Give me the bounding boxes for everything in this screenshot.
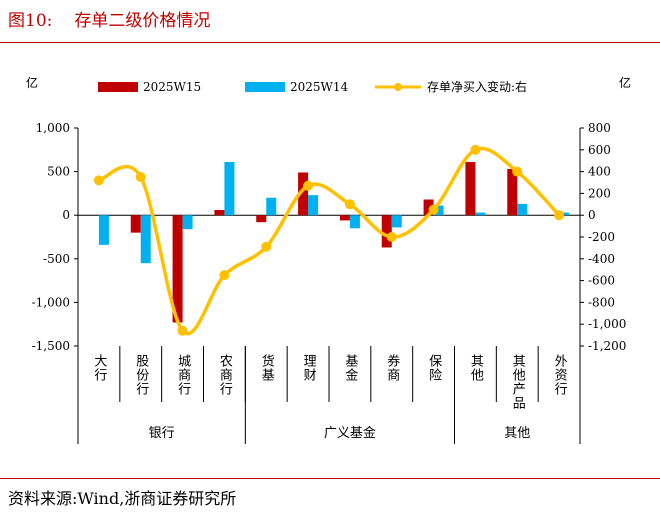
line-point-4 <box>261 241 272 252</box>
bar-2025w15-7 <box>381 215 392 248</box>
left-y-tick-label: -1,500 <box>32 339 70 353</box>
right-y-tick-label: 400 <box>588 165 611 179</box>
bar-2025w15-10 <box>507 168 518 216</box>
line-point-1 <box>135 172 146 183</box>
bar-2025w14-2 <box>182 215 193 230</box>
bar-2025w15-2 <box>172 215 183 323</box>
line-point-10 <box>512 166 523 177</box>
line-point-9 <box>470 144 481 155</box>
legend-label-line: 存单净买入变动:右 <box>427 79 527 94</box>
figure-title: 图10: 存单二级价格情况 <box>8 6 210 31</box>
left-y-tick-label: -500 <box>43 252 70 266</box>
category-label: 大行 <box>91 354 107 382</box>
line-point-11 <box>554 210 565 221</box>
category-label: 股份行 <box>133 354 149 396</box>
left-y-tick-label: -1,000 <box>32 295 70 309</box>
category-label: 券商 <box>384 353 400 382</box>
legend-swatch-2025w14 <box>245 82 285 92</box>
category-label: 基金 <box>342 354 358 382</box>
category-label: 理财 <box>301 354 317 382</box>
group-label: 银行 <box>149 426 175 441</box>
line-point-0 <box>93 175 104 186</box>
category-label: 其他 <box>468 354 484 382</box>
right-unit-label: 亿 <box>619 75 631 90</box>
line-series-path <box>98 146 561 336</box>
right-y-tick-label: -600 <box>588 274 615 288</box>
bar-2025w14-7 <box>391 215 402 228</box>
right-y-tick-label: -1,200 <box>588 339 626 353</box>
left-y-tick-label: 500 <box>47 165 70 179</box>
bar-2025w14-1 <box>140 215 151 264</box>
bar-2025w14-6 <box>349 215 360 229</box>
line-point-5 <box>303 180 314 191</box>
right-y-tick-label: -400 <box>588 252 615 266</box>
line-point-8 <box>428 204 439 215</box>
right-y-tick-label: -200 <box>588 230 615 244</box>
chart: 亿 亿 2025W15 2025W14 存单净买入变动:右 -1,500 -1,0… <box>26 75 631 444</box>
category-label: 保险 <box>426 354 442 382</box>
legend-marker-line <box>394 83 402 91</box>
bar-2025w15-3 <box>214 209 225 216</box>
group-label: 其他 <box>504 426 530 441</box>
right-y-tick-label: 0 <box>588 208 596 222</box>
bar-2025w14-11 <box>559 212 570 216</box>
line-point-2 <box>177 325 188 336</box>
left-y-tick-label: 1,000 <box>36 121 70 135</box>
category-label: 农商行 <box>217 354 233 396</box>
axes: -1,500 -1,000 -500 0 500 1,000 -1,200 -1,000 -80… <box>32 121 627 353</box>
category-label: 货基 <box>259 353 275 382</box>
category-label: 外资行 <box>552 354 568 396</box>
figure-label: 图10: <box>8 11 53 31</box>
bar-2025w15-5 <box>298 172 309 216</box>
source-divider <box>0 478 660 479</box>
legend-swatch-2025w15 <box>98 82 138 92</box>
title-divider <box>0 42 660 43</box>
bar-2025w14-8 <box>433 205 444 216</box>
line-series <box>93 144 565 336</box>
bar-2025w15-4 <box>256 215 267 223</box>
bar-2025w14-10 <box>517 203 528 216</box>
bar-2025w15-8 <box>423 199 434 216</box>
line-point-3 <box>219 270 230 281</box>
left-unit-label: 亿 <box>26 75 38 90</box>
bar-2025w14-3 <box>224 162 235 216</box>
source-note: 资料来源:Wind,浙商证券研究所 <box>8 489 237 508</box>
bar-2025w15-1 <box>130 215 141 233</box>
legend: 2025W15 2025W14 存单净买入变动:右 <box>98 79 527 94</box>
bar-2025w14-0 <box>98 215 109 245</box>
bar-2025w14-9 <box>475 212 486 216</box>
right-y-tick-label: 800 <box>588 121 611 135</box>
bar-2025w15-9 <box>465 162 476 216</box>
right-y-tick-label: 600 <box>588 143 611 157</box>
figure-title-text: 存单二级价格情况 <box>74 11 211 31</box>
right-y-tick-label: 200 <box>588 186 611 200</box>
bar-2025w14-4 <box>266 197 277 216</box>
line-point-6 <box>344 199 355 210</box>
bar-2025w15-6 <box>339 215 350 221</box>
category-label: 城商行 <box>175 354 191 396</box>
line-point-7 <box>386 232 397 242</box>
left-y-tick-label: 0 <box>62 208 70 222</box>
category-label: 其他产品 <box>510 354 526 410</box>
right-y-tick-label: -1,000 <box>588 317 626 331</box>
legend-label-2025w14: 2025W14 <box>290 80 349 94</box>
legend-label-2025w15: 2025W15 <box>143 80 201 94</box>
right-y-tick-label: -800 <box>588 295 615 309</box>
bars <box>98 162 570 323</box>
bar-2025w14-5 <box>308 195 319 216</box>
group-label: 广义基金 <box>324 425 376 441</box>
